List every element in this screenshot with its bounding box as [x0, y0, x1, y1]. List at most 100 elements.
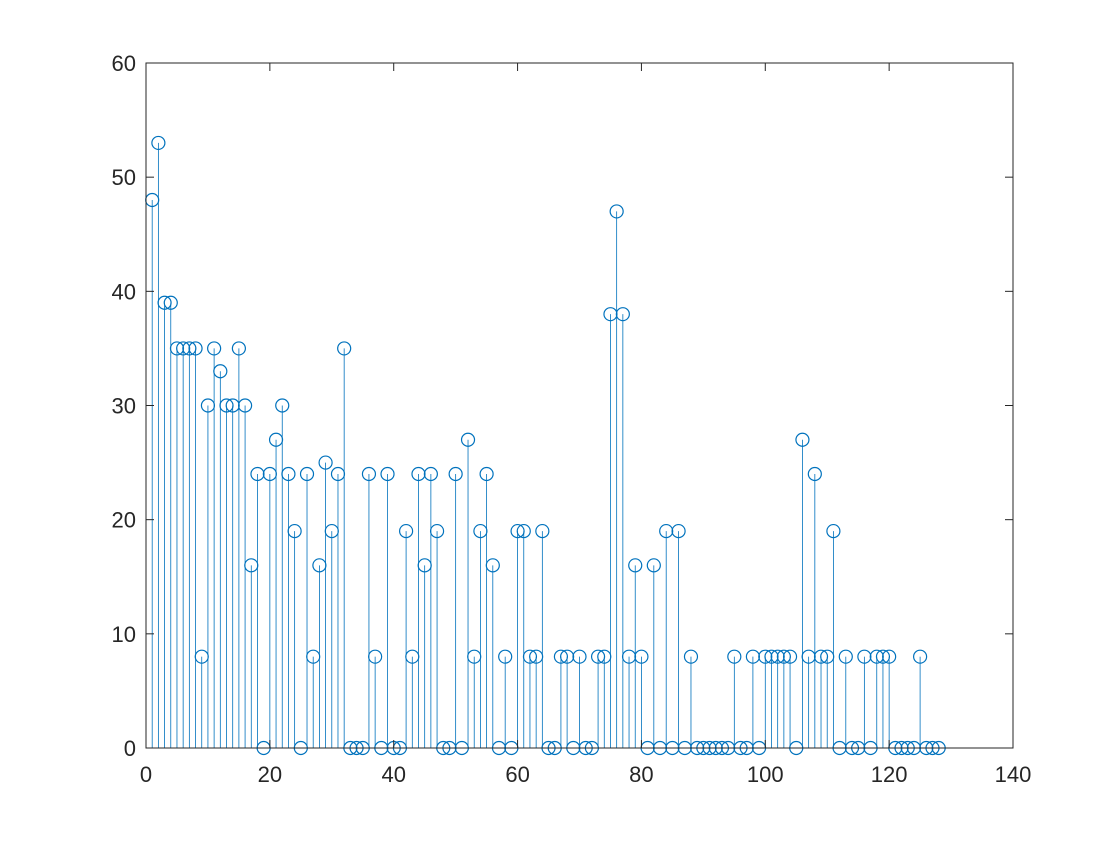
stem-marker: [207, 341, 222, 356]
stems-layer: [151, 142, 921, 748]
stem-marker: [268, 432, 284, 447]
x-tick-label: 100: [747, 762, 784, 787]
stem-marker: [801, 649, 816, 664]
stem-marker: [621, 649, 637, 664]
stem-marker: [318, 455, 333, 470]
stem-marker: [287, 523, 302, 539]
stem-marker: [479, 466, 494, 482]
stem-marker: [361, 466, 377, 482]
stem-marker: [281, 466, 296, 482]
x-tick-label: 20: [258, 762, 282, 787]
plot-background: [146, 63, 1013, 748]
stem-marker: [330, 466, 346, 482]
x-axis-ticks: 0 20 40 60 80 100 120 140: [140, 63, 1031, 787]
y-tick-label: 30: [112, 394, 136, 419]
stem-marker: [231, 341, 246, 356]
y-axis-ticks: 0 10 20 30 40 50 60: [112, 51, 1013, 761]
x-tick-label: 60: [505, 762, 529, 787]
stem-marker: [312, 558, 327, 573]
stem-marker: [646, 558, 661, 573]
y-tick-label: 60: [112, 51, 136, 76]
x-tick-label: 40: [381, 762, 405, 787]
stem-marker: [467, 649, 482, 664]
stem-marker: [237, 398, 253, 413]
stem-marker: [417, 558, 432, 573]
stem-marker: [875, 649, 891, 664]
stem-marker: [262, 466, 277, 482]
stem-marker: [913, 649, 928, 664]
stem-marker: [219, 398, 234, 413]
stem-marker: [368, 649, 383, 664]
x-tick-label: 120: [871, 762, 908, 787]
y-tick-label: 20: [112, 508, 136, 533]
stem-marker: [603, 307, 618, 322]
stem-marker: [826, 523, 841, 539]
stem-marker: [882, 649, 897, 664]
stem-marker: [399, 523, 414, 539]
stem-marker: [306, 649, 321, 664]
stem-marker: [200, 398, 216, 413]
stem-marker: [337, 341, 352, 356]
stem-marker: [795, 432, 810, 447]
y-tick-label: 10: [112, 622, 136, 647]
stem-marker: [188, 341, 203, 356]
stem-marker: [782, 649, 798, 664]
stem-marker: [590, 649, 606, 664]
stem-marker: [423, 466, 438, 482]
stem-marker: [429, 523, 445, 539]
x-tick-label: 140: [995, 762, 1032, 787]
stem-marker: [275, 398, 290, 413]
stem-marker: [176, 341, 191, 356]
stem-marker: [225, 398, 240, 413]
stem-marker: [535, 523, 550, 539]
stem-marker: [857, 649, 872, 664]
stem-marker: [151, 135, 166, 151]
stem-marker: [776, 649, 791, 664]
stem-marker: [324, 523, 339, 539]
stem-marker: [182, 341, 197, 356]
stem-marker: [380, 466, 395, 482]
stem-marker: [745, 649, 761, 664]
stem-marker: [727, 649, 742, 664]
stem-marker: [820, 649, 835, 664]
stem-marker: [498, 649, 513, 664]
stem-marker: [163, 295, 178, 310]
stem-marker: [213, 364, 228, 379]
stem-marker: [522, 649, 538, 664]
stem-marker: [597, 649, 612, 664]
stem-marker: [560, 649, 575, 664]
stem-marker: [510, 523, 525, 539]
stem-marker: [244, 558, 259, 573]
stem-marker: [634, 649, 649, 664]
stem-marker: [299, 466, 315, 482]
stem-marker: [411, 466, 426, 482]
stem-marker: [671, 523, 686, 539]
stem-marker: [485, 558, 500, 573]
stem-marker: [460, 432, 476, 447]
stem-marker: [609, 204, 624, 219]
stem-marker: [250, 466, 265, 482]
stem-marker: [169, 341, 185, 356]
stem-marker: [758, 649, 773, 664]
stem-marker: [807, 466, 822, 482]
stem-marker: [764, 649, 779, 664]
y-tick-label: 0: [124, 736, 136, 761]
stem-marker: [194, 649, 209, 664]
stem-marker: [405, 649, 420, 664]
stem-marker: [516, 523, 531, 539]
stem-marker: [448, 466, 463, 482]
stem-marker: [529, 649, 544, 664]
y-tick-label: 40: [112, 279, 136, 304]
stem-marker: [869, 649, 884, 664]
stem-marker: [683, 649, 699, 664]
stem-marker: [572, 649, 587, 664]
stem-marker: [473, 523, 488, 539]
stem-marker: [813, 649, 829, 664]
stem-marker: [659, 523, 674, 539]
stem-marker: [838, 649, 853, 664]
x-tick-label: 0: [140, 762, 152, 787]
stem-marker: [770, 649, 785, 664]
stem-marker: [157, 295, 172, 310]
